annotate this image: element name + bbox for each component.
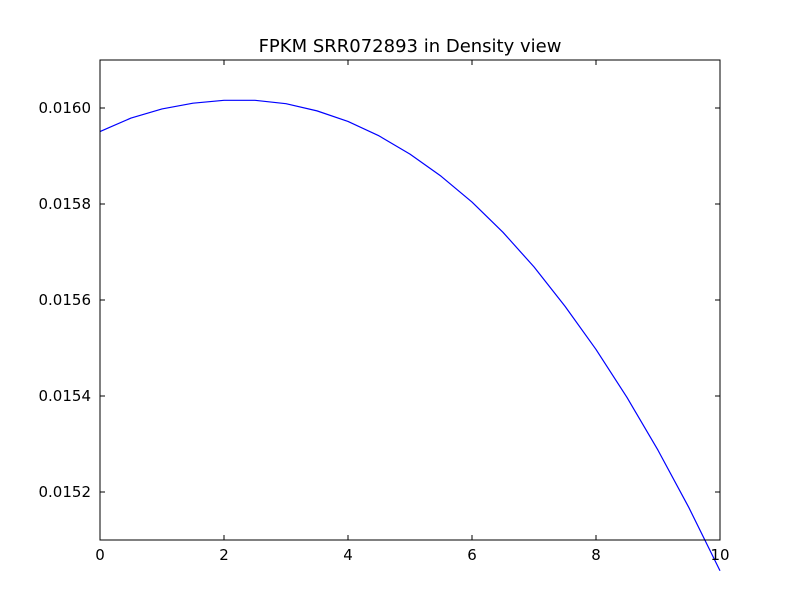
y-tick-label: 0.0158	[39, 195, 92, 213]
x-tick-label: 0	[95, 546, 105, 564]
x-tick-label: 10	[710, 546, 729, 564]
series-line-0	[99, 99, 721, 571]
y-tick-label: 0.0156	[39, 291, 92, 309]
y-tick-label: 0.0160	[39, 99, 92, 117]
x-tick-label: 4	[343, 546, 353, 564]
x-tick-label: 2	[219, 546, 229, 564]
chart-title: FPKM SRR072893 in Density view	[259, 36, 562, 57]
plot-frame	[99, 59, 721, 541]
x-tick-label: 6	[467, 546, 477, 564]
axis-ticks: 0 2 4 6 8 10 0.0152 0.0154 0.0156 0.0158 0.0160	[39, 60, 730, 564]
x-tick-label: 8	[591, 546, 601, 564]
y-tick-label: 0.0152	[39, 483, 92, 501]
plot-area	[99, 99, 721, 571]
y-tick-label: 0.0154	[39, 387, 92, 405]
